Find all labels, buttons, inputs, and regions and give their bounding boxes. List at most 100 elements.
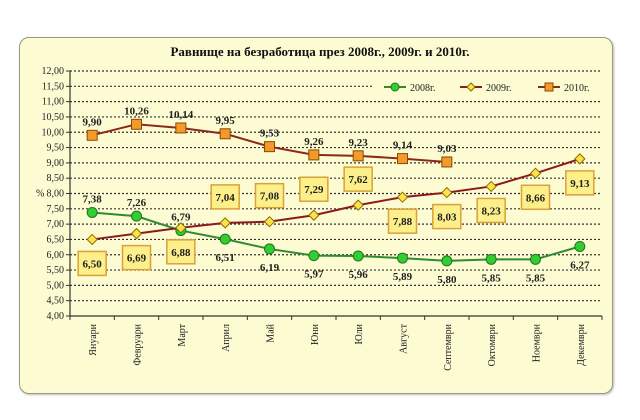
data-label: 5,80 — [437, 274, 457, 286]
data-point — [485, 253, 497, 265]
data-label: 9,13 — [570, 178, 590, 190]
data-label-box — [77, 250, 107, 277]
data-label: 7,29 — [304, 184, 324, 196]
y-tick-label: 4,00 — [47, 311, 65, 322]
data-point — [396, 191, 409, 203]
data-point — [529, 167, 542, 179]
data-label: 7,26 — [127, 197, 147, 209]
y-tick-label: 8,00 — [47, 189, 65, 200]
y-tick-label: 8,50 — [47, 173, 65, 184]
y-tick-label: 6,00 — [47, 250, 65, 261]
data-label: 9,03 — [437, 143, 457, 155]
y-tick-label: 6,50 — [47, 234, 65, 245]
y-tick-label: 7,50 — [47, 204, 65, 215]
data-point — [86, 233, 98, 246]
y-axis-label: % — [36, 189, 44, 200]
y-tick-label: 7,00 — [47, 219, 65, 230]
data-point — [131, 118, 142, 130]
data-point — [352, 250, 364, 262]
data-label: 8,66 — [526, 192, 546, 204]
data-point — [530, 253, 541, 265]
y-tick-label: 4,50 — [47, 296, 65, 307]
data-label-box — [121, 244, 152, 271]
data-point — [86, 129, 98, 141]
data-label-box — [387, 208, 418, 234]
data-label-box — [476, 197, 506, 224]
legend-label: 2009г. — [486, 83, 511, 94]
data-label: 9,14 — [393, 140, 413, 152]
y-tick-label: 5,00 — [47, 280, 65, 291]
x-tick-label: Юни — [310, 323, 321, 345]
data-label: 6,88 — [171, 247, 191, 259]
y-tick-label: 5,50 — [47, 265, 65, 276]
data-point — [131, 210, 142, 222]
x-tick-label: Август — [399, 323, 410, 353]
legend-marker — [544, 82, 554, 92]
y-tick-label: 9,50 — [47, 143, 65, 154]
x-tick-label: Февруари — [133, 323, 144, 365]
data-label-box — [299, 176, 329, 202]
data-label: 8,23 — [482, 205, 502, 217]
x-tick-label: Март — [177, 323, 188, 346]
data-label: 6,69 — [127, 253, 147, 265]
x-tick-label: Януари — [88, 323, 99, 355]
data-label: 7,04 — [216, 192, 236, 204]
data-point — [574, 153, 586, 165]
legend-label: 2010г. — [564, 83, 589, 94]
x-tick-label: Декември — [576, 323, 587, 365]
data-point — [263, 215, 276, 228]
x-tick-label: Септември — [443, 323, 454, 370]
legend-marker — [390, 82, 400, 92]
x-tick-label: Октомври — [487, 323, 498, 366]
x-tick-label: Юли — [354, 323, 365, 344]
data-label-box — [254, 182, 285, 209]
x-tick-label: Ноември — [532, 323, 543, 362]
data-label: 7,38 — [83, 193, 103, 205]
y-tick-label: 9,00 — [47, 158, 65, 169]
legend-label: 2008г. — [410, 83, 435, 94]
data-label: 7,88 — [393, 216, 413, 228]
data-label: 5,97 — [304, 269, 324, 281]
x-tick-label: Април — [221, 324, 232, 352]
data-label-box — [210, 184, 240, 210]
data-label: 10,14 — [168, 109, 193, 121]
data-label: 6,51 — [216, 252, 235, 264]
data-point — [175, 122, 187, 134]
y-tick-label: 10,50 — [42, 112, 65, 123]
y-tick-label: 11,00 — [42, 97, 64, 108]
data-label: 9,23 — [349, 137, 369, 149]
chart-title: Равнище на безработица през 2008г., 2009… — [170, 44, 470, 59]
data-label: 6,19 — [260, 262, 280, 274]
y-tick-label: 11,50 — [42, 81, 64, 92]
data-label: 8,03 — [437, 212, 457, 224]
data-point — [352, 199, 364, 211]
data-label: 9,90 — [83, 116, 103, 128]
data-point — [219, 233, 231, 245]
data-label: 6,50 — [83, 258, 103, 270]
data-label: 6,27 — [570, 259, 590, 271]
data-label-box — [343, 166, 373, 192]
data-label: 6,79 — [171, 212, 191, 224]
data-point — [574, 240, 586, 252]
data-label: 5,89 — [393, 271, 413, 283]
y-tick-label: 10,00 — [42, 127, 65, 138]
data-point — [86, 206, 98, 218]
data-label: 7,08 — [260, 191, 280, 203]
data-label: 9,53 — [260, 128, 280, 140]
series-line-2009г. — [92, 157, 581, 241]
data-point — [130, 227, 143, 240]
data-label-box — [520, 184, 551, 211]
data-label: 5,85 — [482, 272, 502, 284]
data-label: 9,95 — [216, 115, 236, 127]
data-point — [219, 128, 231, 140]
legend-marker — [466, 82, 476, 92]
data-point — [352, 150, 364, 162]
data-point — [397, 252, 408, 264]
data-point — [441, 186, 453, 199]
data-point — [175, 222, 187, 234]
data-label-box — [565, 170, 595, 196]
data-label-box — [432, 203, 462, 230]
data-point — [441, 156, 453, 168]
data-point — [308, 209, 320, 221]
